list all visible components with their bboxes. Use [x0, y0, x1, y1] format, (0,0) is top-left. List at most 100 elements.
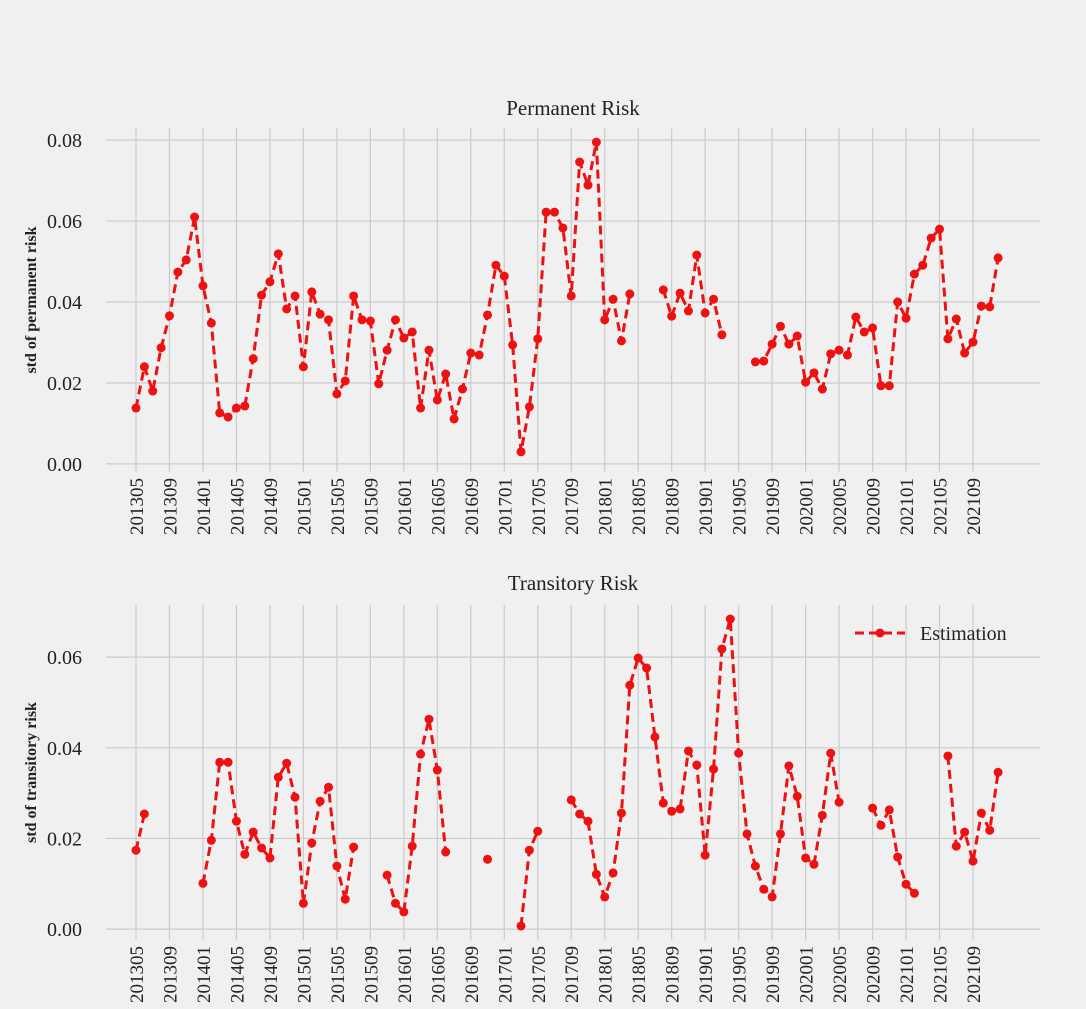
x-tick-label: 201901	[696, 946, 717, 1003]
data-point	[709, 294, 719, 304]
data-point	[265, 853, 275, 863]
data-point	[541, 207, 551, 217]
data-point	[332, 389, 342, 399]
data-point	[784, 761, 794, 771]
data-point	[516, 921, 526, 931]
x-tick-label: 201701	[495, 478, 516, 535]
data-point	[524, 845, 534, 855]
x-tick-label: 201605	[428, 478, 449, 535]
x-tick-label: 201609	[462, 946, 483, 1003]
data-point	[575, 157, 585, 167]
x-tick-label: 201801	[596, 946, 617, 1003]
data-point	[650, 732, 660, 742]
data-point	[466, 348, 476, 358]
x-tick-label: 201601	[395, 946, 416, 1003]
data-point	[859, 327, 869, 337]
data-point	[282, 758, 292, 768]
x-tick-label: 201505	[328, 478, 349, 535]
x-tick-label: 201405	[227, 478, 248, 535]
data-point	[759, 356, 769, 366]
data-point	[231, 403, 241, 413]
data-point	[960, 827, 970, 837]
data-point	[884, 381, 894, 391]
data-point	[809, 368, 819, 378]
data-point	[190, 212, 200, 222]
x-tick-label: 202001	[797, 478, 818, 535]
data-point	[432, 395, 442, 405]
x-tick-label: 202009	[864, 946, 885, 1003]
data-point	[257, 843, 267, 853]
x-tick-label: 201905	[730, 946, 751, 1003]
x-tick-label: 201809	[663, 946, 684, 1003]
data-point	[474, 350, 484, 360]
data-point	[307, 838, 317, 848]
x-tick-label: 201509	[361, 478, 382, 535]
data-point	[692, 760, 702, 770]
data-point	[600, 892, 610, 902]
data-point	[499, 271, 509, 281]
x-tick-label: 202109	[964, 478, 985, 535]
data-point	[901, 313, 911, 323]
data-point	[842, 350, 852, 360]
data-point	[918, 260, 928, 270]
data-point	[298, 362, 308, 372]
data-point	[223, 757, 233, 767]
x-tick-label: 201909	[763, 478, 784, 535]
legend-label: Estimation	[920, 623, 1007, 645]
data-point	[943, 334, 953, 344]
x-tick-label: 201909	[763, 946, 784, 1003]
data-point	[700, 308, 710, 318]
x-tick-label: 201609	[462, 478, 483, 535]
data-point	[893, 297, 903, 307]
data-point	[231, 816, 241, 826]
data-point	[508, 340, 518, 350]
y-tick-label: 0.04	[47, 292, 82, 314]
data-point	[642, 663, 652, 673]
data-point	[750, 357, 760, 367]
x-tick-label: 201409	[261, 946, 282, 1003]
data-point	[817, 384, 827, 394]
y-tick-label: 0.06	[47, 647, 82, 669]
data-point	[951, 314, 961, 324]
data-point	[583, 816, 593, 826]
data-point	[156, 343, 166, 353]
data-point	[164, 311, 174, 321]
data-point	[625, 289, 635, 299]
y-tick-label: 0.00	[47, 454, 82, 476]
data-point	[834, 345, 844, 355]
data-point	[340, 376, 350, 386]
data-point	[315, 309, 325, 319]
data-point	[432, 765, 442, 775]
data-point	[390, 898, 400, 908]
data-point	[583, 180, 593, 190]
data-point	[826, 349, 836, 359]
data-point	[750, 861, 760, 871]
data-point	[616, 808, 626, 818]
x-tick-label: 202009	[864, 478, 885, 535]
data-point	[876, 381, 886, 391]
data-point	[365, 316, 375, 326]
data-point	[424, 345, 434, 355]
data-point	[809, 859, 819, 869]
data-point	[215, 757, 225, 767]
x-tick-label: 201309	[160, 478, 181, 535]
data-point	[248, 827, 258, 837]
x-tick-label: 201305	[127, 478, 148, 535]
data-point	[550, 207, 559, 217]
data-point	[198, 281, 208, 291]
x-tick-label: 201605	[428, 946, 449, 1003]
x-tick-label: 202101	[897, 946, 918, 1003]
data-point	[767, 892, 777, 902]
data-point	[483, 310, 493, 320]
series-line	[134, 141, 632, 453]
data-point	[851, 312, 861, 322]
data-point	[868, 323, 878, 333]
data-point	[215, 408, 225, 418]
x-tick-label: 202105	[931, 946, 952, 1003]
x-tick-label: 201705	[529, 478, 550, 535]
y-axis-label: std of transitory risk	[23, 702, 40, 843]
x-tick-label: 202109	[964, 946, 985, 1003]
data-point	[976, 808, 986, 818]
